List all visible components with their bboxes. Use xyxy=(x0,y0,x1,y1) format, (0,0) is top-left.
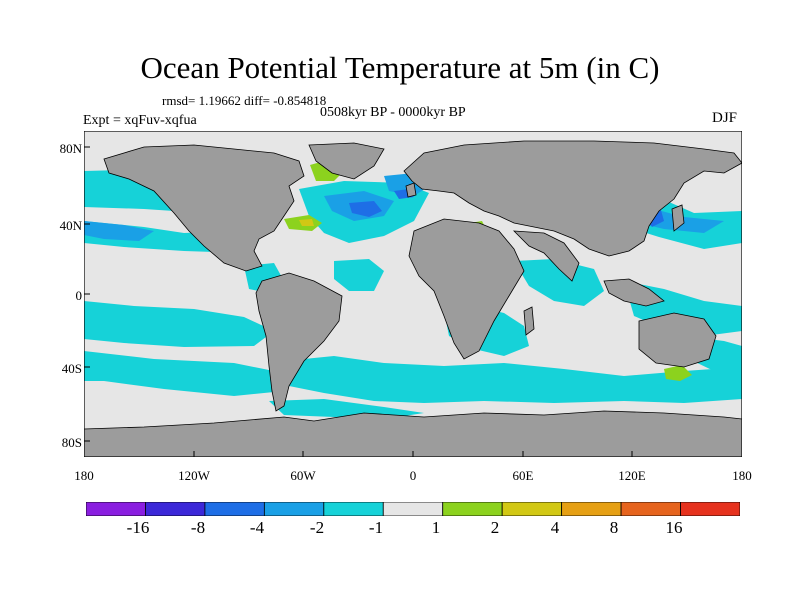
colorbar-label: -16 xyxy=(126,518,150,537)
lon-label-120w: 120W xyxy=(178,468,210,483)
colorbar-box xyxy=(561,502,622,516)
land-masses xyxy=(84,140,742,457)
colorbar-box xyxy=(204,502,265,516)
lon-label-60w: 60W xyxy=(290,468,316,483)
lon-label-60e: 60E xyxy=(512,468,534,483)
colorbar-label: 2 xyxy=(490,518,500,537)
colorbar-box xyxy=(501,502,563,516)
colorbar xyxy=(86,502,740,516)
lat-label-40n: 40N xyxy=(59,218,82,233)
japan xyxy=(671,204,685,232)
experiment-text: Expt = xqFuv-xqfua xyxy=(83,113,197,128)
madagascar xyxy=(523,306,535,336)
colorbar-box xyxy=(323,502,384,516)
south-america xyxy=(255,272,343,412)
map-plot xyxy=(84,131,742,457)
colorbar-box xyxy=(442,502,503,516)
period-text: 0508kyr BP - 0000kyr BP xyxy=(320,105,466,120)
stats-text: rmsd= 1.19662 diff= -0.854818 xyxy=(162,93,327,108)
colorbar-label: -1 xyxy=(368,518,384,537)
colorbar-label: 16 xyxy=(665,518,683,537)
colorbar-box xyxy=(263,502,325,516)
colorbar-label: 4 xyxy=(550,518,560,537)
lon-label-0: 0 xyxy=(409,468,417,483)
tick-marks xyxy=(84,146,633,457)
lon-label-180e: 180 xyxy=(732,468,752,483)
north-america xyxy=(103,144,305,272)
lon-label-120e: 120E xyxy=(618,468,646,483)
colorbar-label: 8 xyxy=(609,518,619,537)
colorbar-box xyxy=(620,502,681,516)
colorbar-label: -8 xyxy=(190,518,206,537)
greenland xyxy=(308,142,385,180)
south-asia xyxy=(512,230,580,282)
australia xyxy=(638,312,717,368)
colorbar-label: -4 xyxy=(249,518,265,537)
colorbar-label: -2 xyxy=(309,518,325,537)
se-asia-islands xyxy=(603,278,665,307)
lat-label-40s: 40S xyxy=(61,361,82,376)
colorbar-box xyxy=(145,502,206,516)
lat-label-0: 0 xyxy=(75,288,83,303)
lon-label-180w: 180 xyxy=(74,468,94,483)
lat-label-80n: 80N xyxy=(59,141,82,156)
season-text: DJF xyxy=(712,110,738,126)
colorbar-label: 1 xyxy=(431,518,441,537)
chart-title: Ocean Potential Temperature at 5m (in C) xyxy=(140,50,660,85)
colorbar-box xyxy=(382,502,444,516)
africa xyxy=(408,218,525,360)
colorbar-box xyxy=(86,502,146,516)
colorbar-box xyxy=(680,502,740,516)
eurasia xyxy=(403,140,742,257)
british-isles xyxy=(405,182,417,198)
antarctica xyxy=(84,410,742,457)
lat-label-80s: 80S xyxy=(61,435,82,450)
